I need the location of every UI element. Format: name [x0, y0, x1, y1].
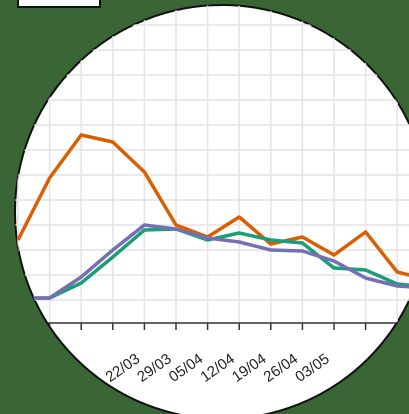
series-line [18, 223, 409, 300]
series-line [16, 133, 409, 282]
legend-box [17, 0, 101, 8]
series-line [18, 227, 409, 300]
lens [14, 4, 409, 414]
